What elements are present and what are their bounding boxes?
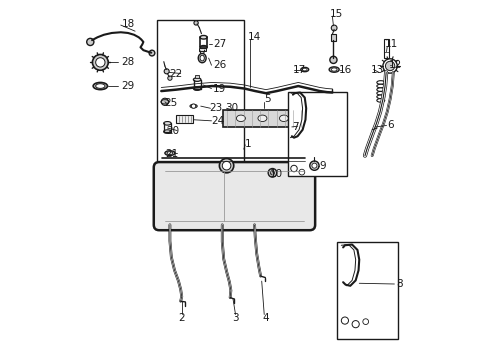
Ellipse shape — [190, 104, 197, 108]
Ellipse shape — [376, 91, 384, 95]
Ellipse shape — [376, 95, 384, 99]
Ellipse shape — [163, 122, 171, 125]
Circle shape — [351, 320, 359, 328]
Text: 5: 5 — [264, 94, 270, 104]
Circle shape — [270, 171, 274, 175]
Text: 28: 28 — [121, 57, 134, 67]
Circle shape — [194, 21, 198, 25]
Bar — [336, 242, 397, 338]
Ellipse shape — [236, 115, 245, 122]
Ellipse shape — [376, 88, 384, 91]
Bar — [156, 21, 244, 167]
Circle shape — [330, 25, 336, 31]
Text: 3: 3 — [232, 313, 238, 323]
Ellipse shape — [96, 84, 105, 88]
Text: 23: 23 — [209, 103, 222, 113]
Bar — [198, 48, 205, 51]
Text: 8: 8 — [395, 279, 402, 289]
Ellipse shape — [328, 67, 339, 72]
Bar — [330, 35, 336, 41]
Circle shape — [222, 161, 230, 170]
Text: 24: 24 — [210, 116, 224, 126]
Ellipse shape — [193, 87, 201, 90]
Text: 19: 19 — [212, 84, 225, 94]
Text: 15: 15 — [328, 9, 342, 19]
Text: 10: 10 — [269, 169, 282, 179]
Ellipse shape — [200, 45, 207, 49]
Text: 4: 4 — [262, 313, 268, 323]
Circle shape — [311, 163, 316, 168]
Circle shape — [290, 165, 297, 172]
Ellipse shape — [163, 130, 171, 134]
Ellipse shape — [193, 78, 201, 81]
Ellipse shape — [200, 55, 204, 61]
Ellipse shape — [376, 81, 384, 84]
FancyBboxPatch shape — [153, 162, 314, 230]
Circle shape — [167, 76, 172, 80]
Text: 2: 2 — [178, 313, 184, 323]
Text: 1: 1 — [244, 139, 251, 149]
Text: 7: 7 — [291, 122, 298, 132]
Ellipse shape — [376, 84, 384, 88]
Bar — [195, 75, 199, 78]
Text: 30: 30 — [225, 103, 238, 113]
Ellipse shape — [198, 53, 206, 63]
Circle shape — [164, 69, 169, 74]
Text: 17: 17 — [292, 64, 305, 75]
Text: 21: 21 — [165, 149, 178, 159]
Ellipse shape — [279, 115, 288, 122]
Circle shape — [96, 58, 105, 67]
Text: 26: 26 — [212, 60, 225, 70]
Bar — [223, 110, 305, 127]
Ellipse shape — [330, 68, 336, 71]
Circle shape — [362, 319, 368, 324]
Text: 20: 20 — [166, 126, 179, 135]
Circle shape — [191, 104, 195, 108]
Ellipse shape — [164, 151, 175, 156]
Circle shape — [161, 98, 168, 105]
Text: 29: 29 — [121, 81, 134, 91]
Circle shape — [149, 50, 155, 56]
Bar — [383, 40, 388, 58]
Circle shape — [92, 54, 108, 70]
Text: 9: 9 — [319, 161, 325, 171]
Ellipse shape — [93, 82, 107, 90]
Text: 18: 18 — [121, 19, 134, 29]
Bar — [176, 115, 192, 123]
Ellipse shape — [376, 99, 384, 102]
Ellipse shape — [167, 152, 172, 154]
Circle shape — [219, 158, 233, 173]
Ellipse shape — [302, 68, 306, 71]
Text: 12: 12 — [387, 60, 401, 70]
Circle shape — [309, 161, 319, 170]
Ellipse shape — [200, 36, 207, 39]
Circle shape — [329, 56, 336, 63]
Circle shape — [86, 39, 94, 45]
Text: 6: 6 — [386, 121, 393, 130]
Circle shape — [385, 61, 394, 71]
Ellipse shape — [258, 115, 266, 122]
Text: 27: 27 — [212, 39, 225, 49]
Bar — [287, 92, 346, 176]
Circle shape — [267, 168, 276, 177]
Text: 11: 11 — [384, 39, 397, 49]
Text: 22: 22 — [169, 69, 183, 79]
Circle shape — [298, 169, 304, 175]
Text: 16: 16 — [338, 64, 351, 75]
Text: 14: 14 — [247, 32, 261, 41]
Text: 25: 25 — [164, 98, 177, 108]
Circle shape — [341, 317, 348, 324]
Ellipse shape — [300, 67, 308, 72]
Circle shape — [382, 59, 396, 73]
Text: 13: 13 — [370, 64, 384, 75]
